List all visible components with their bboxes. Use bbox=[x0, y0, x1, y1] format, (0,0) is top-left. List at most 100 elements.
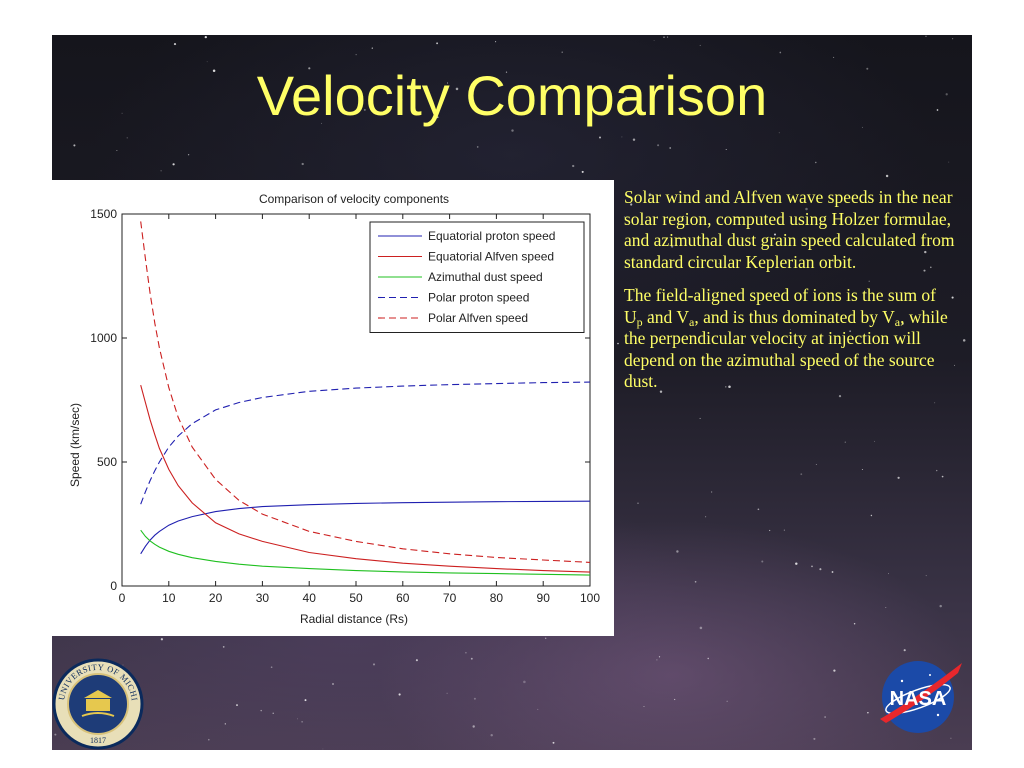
legend-label: Equatorial proton speed bbox=[428, 229, 555, 243]
star bbox=[923, 269, 926, 272]
star bbox=[718, 263, 720, 265]
subscript-a-2: a bbox=[894, 314, 901, 329]
star bbox=[866, 67, 869, 70]
star bbox=[954, 364, 956, 366]
star bbox=[815, 464, 817, 466]
series-line-equatorial-alfven-speed bbox=[140, 384, 591, 573]
x-tick-label: 60 bbox=[396, 591, 410, 605]
star bbox=[903, 649, 906, 652]
star bbox=[833, 56, 835, 58]
star bbox=[545, 637, 547, 639]
slide-description: Solar wind and Alfven wave speeds in the… bbox=[624, 187, 956, 405]
star bbox=[723, 111, 726, 114]
legend-label: Polar proton speed bbox=[428, 291, 529, 305]
star bbox=[948, 161, 950, 163]
star bbox=[204, 35, 207, 39]
star bbox=[121, 112, 123, 114]
star bbox=[160, 170, 162, 172]
star bbox=[657, 144, 660, 147]
star bbox=[761, 560, 764, 563]
star bbox=[707, 657, 709, 660]
star bbox=[962, 339, 966, 342]
star bbox=[934, 402, 936, 404]
star bbox=[676, 550, 679, 553]
star bbox=[951, 296, 954, 299]
series-line-polar-proton-speed bbox=[140, 381, 591, 505]
chart-title: Comparison of velocity components bbox=[259, 192, 449, 206]
star bbox=[925, 35, 927, 37]
star bbox=[301, 162, 304, 166]
star bbox=[659, 390, 663, 393]
velocity-chart: Comparison of velocity components 0 10 20 3… bbox=[68, 192, 600, 626]
star bbox=[126, 137, 128, 139]
star bbox=[537, 708, 539, 710]
plot-series bbox=[140, 221, 591, 576]
star bbox=[304, 699, 307, 702]
star bbox=[941, 475, 944, 478]
star bbox=[838, 394, 842, 398]
star bbox=[436, 42, 439, 45]
star bbox=[301, 721, 303, 723]
star bbox=[699, 417, 701, 419]
star bbox=[172, 163, 175, 166]
star bbox=[54, 733, 57, 736]
star bbox=[160, 638, 164, 641]
star bbox=[415, 659, 418, 662]
x-tick-label: 100 bbox=[580, 591, 600, 605]
star bbox=[322, 748, 324, 750]
star bbox=[769, 529, 771, 532]
star bbox=[925, 575, 927, 577]
star bbox=[651, 313, 654, 316]
star bbox=[400, 98, 403, 101]
star bbox=[372, 663, 376, 666]
star bbox=[495, 41, 497, 43]
star bbox=[173, 43, 177, 46]
x-tick-label: 20 bbox=[209, 591, 223, 605]
star bbox=[648, 193, 652, 196]
star bbox=[552, 741, 555, 744]
star bbox=[811, 565, 813, 568]
star bbox=[667, 36, 669, 38]
chart-figure: Comparison of velocity components 0 10 20 3… bbox=[52, 180, 614, 636]
legend-label: Azimuthal dust speed bbox=[428, 270, 543, 284]
star bbox=[656, 659, 658, 661]
star bbox=[332, 683, 334, 685]
star bbox=[757, 508, 760, 511]
star bbox=[946, 238, 948, 240]
x-tick-label: 90 bbox=[537, 591, 551, 605]
star bbox=[813, 737, 816, 740]
star bbox=[116, 150, 118, 151]
description-paragraph-1: Solar wind and Alfven wave speeds in the… bbox=[624, 187, 955, 272]
paragraph-2-text-4: , while the perpendicular velocity at in… bbox=[624, 306, 948, 392]
star bbox=[224, 723, 226, 725]
star bbox=[726, 700, 728, 702]
star bbox=[779, 51, 782, 54]
star bbox=[805, 207, 808, 211]
legend-label: Equatorial Alfven speed bbox=[428, 250, 554, 264]
star bbox=[270, 666, 273, 669]
star bbox=[222, 646, 225, 648]
star bbox=[800, 473, 803, 476]
y-axis-label: Speed (km/sec) bbox=[68, 403, 82, 487]
star bbox=[371, 47, 373, 49]
x-tick-label: 80 bbox=[490, 591, 504, 605]
star bbox=[870, 514, 873, 517]
star bbox=[643, 706, 645, 707]
star bbox=[901, 322, 904, 325]
star bbox=[844, 441, 846, 443]
y-tick-label: 500 bbox=[97, 455, 117, 469]
star bbox=[795, 562, 798, 565]
star bbox=[699, 626, 703, 630]
star bbox=[511, 129, 514, 132]
star bbox=[523, 680, 526, 684]
series-line-azimuthal-dust-speed bbox=[140, 529, 591, 576]
star bbox=[621, 136, 623, 138]
star bbox=[398, 693, 401, 696]
star bbox=[778, 132, 780, 134]
y-tick-label: 1000 bbox=[90, 331, 117, 345]
star bbox=[572, 164, 575, 168]
star bbox=[206, 61, 208, 63]
paragraph-2-text-1: The field-aligned speed of ions is the s… bbox=[624, 285, 937, 327]
x-tick-label: 30 bbox=[256, 591, 270, 605]
nasa-logo-icon: NASA bbox=[880, 661, 962, 733]
